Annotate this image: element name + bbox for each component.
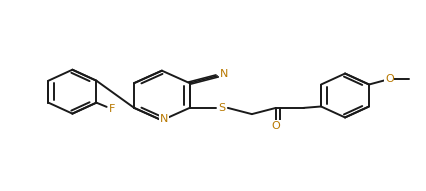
- Text: N: N: [220, 69, 228, 79]
- Text: N: N: [160, 114, 168, 124]
- Text: F: F: [109, 104, 115, 114]
- Text: O: O: [385, 74, 394, 84]
- Text: S: S: [218, 103, 225, 113]
- Text: O: O: [271, 121, 280, 131]
